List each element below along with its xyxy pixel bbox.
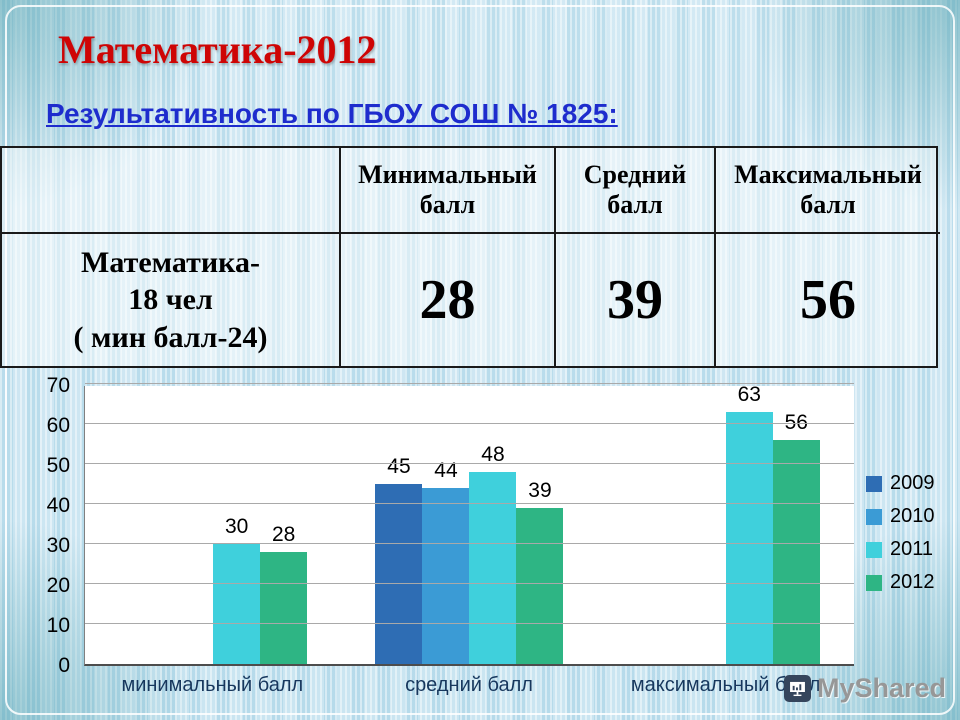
bar-value-label: 44 [434, 459, 458, 482]
legend-item-2011: 2011 [866, 538, 935, 561]
bar-chart: 0 10 20 30 40 50 60 70 30 28 45 44 48 39 63 56 минимал… [18, 374, 942, 710]
bar-value-label: 28 [271, 523, 296, 546]
bar-value-label: 30 [224, 515, 249, 538]
table-row-label: Математика- 18 чел ( мин балл-24) [73, 245, 268, 354]
x-axis-labels: минимальный балл средний балл максимальный… [84, 674, 854, 697]
table-header-max: Максимальный балл [714, 148, 940, 234]
gridline [85, 623, 854, 624]
bar-group-1: 30 28 [85, 386, 341, 664]
gridline [85, 543, 854, 544]
bar-2011 [469, 472, 517, 664]
bar-slot: 30 [213, 386, 261, 664]
watermark-label: MyShared [816, 673, 946, 703]
bar-slot: 56 [772, 386, 820, 664]
table-value-max: 56 [714, 234, 940, 366]
page-title: Математика-2012 [58, 27, 377, 72]
y-axis-label: 20 [46, 574, 70, 597]
bar-slot: 28 [260, 386, 308, 664]
bar-value-label: 39 [528, 479, 552, 502]
legend-swatch [866, 541, 882, 558]
bar-slot: 63 [725, 383, 773, 664]
bar-2011 [725, 412, 773, 664]
gridline [85, 463, 854, 464]
legend-item-2010: 2010 [866, 505, 935, 528]
bar-group-3: 63 56 [598, 383, 854, 664]
legend-label: 2010 [890, 505, 935, 527]
bar-2012 [772, 440, 820, 664]
bar-2012 [516, 508, 564, 664]
watermark-logo[interactable]: MyShared [783, 673, 946, 704]
y-axis-label: 50 [46, 454, 70, 477]
table-header-avg: Средний балл [554, 148, 714, 234]
gridline [85, 503, 854, 504]
category-label: максимальный балл [630, 674, 821, 696]
bar-2011 [213, 544, 261, 664]
y-axis-label: 10 [46, 614, 70, 637]
bar-2009 [375, 484, 423, 664]
y-axis-label: 40 [46, 494, 70, 517]
y-axis-label: 60 [46, 414, 70, 437]
bar-value-label: 56 [784, 411, 808, 434]
bar-slot: 39 [516, 386, 564, 664]
legend-swatch [866, 574, 882, 591]
bar-value-label: 45 [387, 455, 411, 478]
category-label: средний балл [405, 674, 533, 696]
legend-swatch [866, 475, 882, 492]
presentation-screen-icon [783, 675, 811, 702]
gridline [85, 383, 854, 384]
legend-item-2009: 2009 [866, 472, 935, 495]
legend-label: 2009 [890, 472, 935, 494]
bar-value-label: 63 [737, 383, 761, 406]
legend-item-2012: 2012 [866, 571, 935, 594]
bar-group-2: 45 44 48 39 [341, 386, 597, 664]
bar-value-label: 48 [481, 443, 505, 466]
y-axis-label: 70 [46, 374, 70, 397]
bar-groups: 30 28 45 44 48 39 63 56 [85, 383, 854, 664]
legend-swatch [866, 508, 882, 525]
bar-slot: 44 [422, 386, 470, 664]
table-header-min: Минимальный балл [339, 148, 554, 234]
y-axis-label: 30 [46, 534, 70, 557]
page-subtitle: Результативность по ГБОУ СОШ № 1825: [46, 98, 618, 129]
category-label: минимальный балл [121, 674, 304, 696]
table-value-avg: 39 [554, 234, 714, 366]
gridline [85, 583, 854, 584]
results-table: Минимальный балл Средний балл Максимальн… [0, 146, 940, 368]
y-axis: 0 10 20 30 40 50 60 70 [18, 374, 78, 677]
chart-plot: 30 28 45 44 48 39 63 56 [84, 383, 854, 666]
y-axis-label: 0 [58, 654, 70, 677]
table-value-min: 28 [339, 234, 554, 366]
legend-label: 2011 [890, 538, 934, 560]
slide-frame [5, 5, 955, 715]
bar-slot: 45 [375, 386, 423, 664]
bar-2012 [260, 552, 308, 664]
bar-2010 [422, 488, 470, 664]
bar-slot: 48 [469, 386, 517, 664]
legend-label: 2012 [890, 571, 935, 593]
gridline [85, 423, 854, 424]
table-corner-cell [2, 148, 339, 234]
chart-legend: 2009 2010 2011 2012 [866, 472, 935, 594]
